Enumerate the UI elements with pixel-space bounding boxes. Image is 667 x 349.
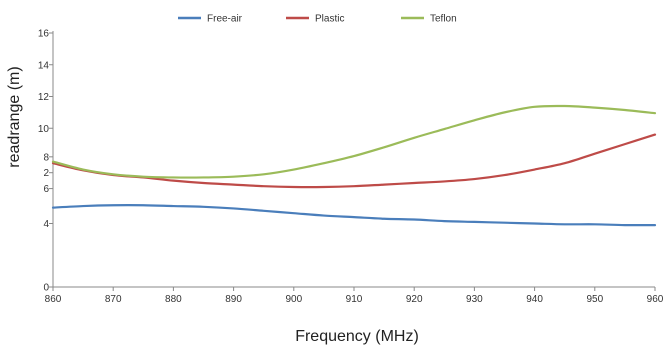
- x-tick-label: 920: [406, 294, 423, 305]
- legend: Free-air Plastic Teflon: [178, 14, 457, 25]
- y-axis-title: readrange (m): [6, 66, 23, 167]
- x-tick-label: 950: [586, 294, 603, 305]
- x-tick-label: 960: [647, 294, 664, 305]
- y-tick-label: 16: [38, 29, 50, 40]
- x-tick-label: 880: [165, 294, 182, 305]
- legend-label-teflon: Teflon: [430, 14, 457, 25]
- y-tick-label: 8: [43, 152, 49, 163]
- series-lines: [51, 104, 657, 227]
- y-tick-label: 2: [43, 168, 49, 179]
- y-tick-label: 10: [38, 124, 50, 135]
- y-tick-label: 14: [38, 60, 50, 71]
- x-tick-label: 870: [105, 294, 122, 305]
- x-tick-label: 890: [225, 294, 242, 305]
- x-tick-label: 900: [285, 294, 302, 305]
- y-tick-label: 4: [43, 219, 49, 230]
- legend-label-plastic: Plastic: [315, 14, 344, 25]
- x-tick-label: 910: [346, 294, 363, 305]
- x-tick-label: 930: [466, 294, 483, 305]
- y-tick-label: 0: [43, 283, 49, 294]
- series-line-plastic: [51, 133, 657, 189]
- y-tick-label: 12: [38, 92, 50, 103]
- x-tick-label: 940: [526, 294, 543, 305]
- x-tick-label: 860: [45, 294, 62, 305]
- series-line-free-air: [51, 204, 657, 227]
- series-line-teflon: [51, 104, 657, 179]
- x-axis-title: Frequency (MHz): [295, 328, 419, 345]
- y-tick-label: 6: [43, 184, 49, 195]
- legend-label-free-air: Free-air: [207, 14, 243, 25]
